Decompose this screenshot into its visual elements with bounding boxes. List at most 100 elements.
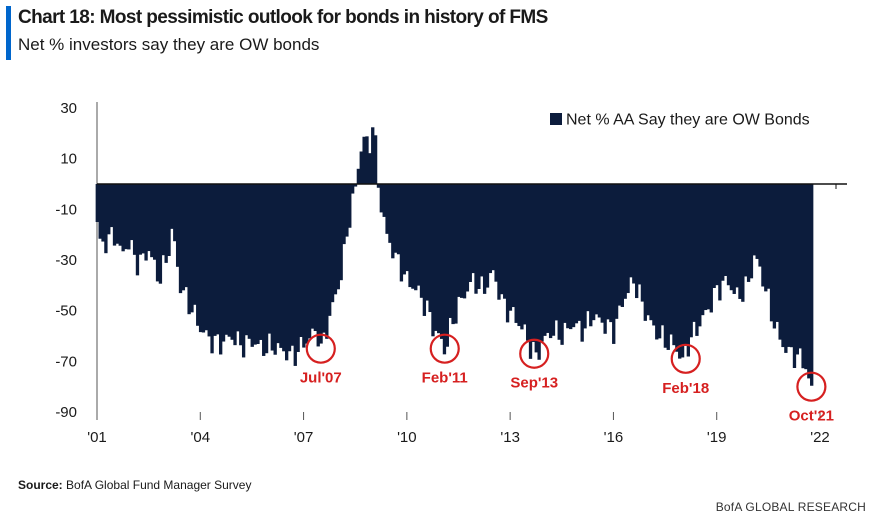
data-bar	[775, 184, 779, 322]
data-bar	[503, 184, 507, 299]
data-bar	[477, 184, 481, 289]
legend-swatch	[550, 113, 562, 125]
data-bar	[801, 184, 805, 369]
data-bar	[520, 184, 524, 330]
data-bar	[482, 184, 487, 294]
data-bar	[735, 184, 739, 288]
data-bar	[270, 184, 274, 351]
data-bar	[540, 184, 544, 342]
y-tick-label: -90	[55, 404, 77, 421]
data-bar	[764, 184, 768, 292]
data-bar	[678, 184, 682, 359]
y-tick-label: -30	[55, 252, 77, 269]
data-bar	[196, 184, 200, 326]
data-bar	[293, 184, 297, 366]
data-bar	[761, 184, 765, 287]
annotation-label: Oct'21	[789, 408, 834, 425]
data-bar	[531, 184, 536, 342]
x-tick-label: '13	[500, 429, 520, 446]
data-bar	[620, 184, 624, 307]
data-bar	[692, 184, 696, 322]
x-tick-label: '07	[294, 429, 314, 446]
data-bar	[698, 184, 702, 327]
data-bar	[132, 184, 137, 255]
data-bar	[359, 151, 363, 184]
data-bar	[712, 184, 716, 289]
data-bar	[537, 184, 541, 360]
data-bar	[368, 153, 372, 184]
data-bar	[511, 184, 515, 308]
data-bar	[437, 184, 441, 334]
x-tick-label: '04	[191, 429, 211, 446]
data-bar	[465, 184, 470, 292]
data-bar	[396, 184, 401, 255]
data-bar	[669, 184, 673, 335]
data-bar	[259, 184, 263, 340]
data-bar	[480, 184, 484, 277]
data-bar	[534, 184, 538, 353]
data-bar	[350, 184, 355, 194]
data-bar	[313, 184, 318, 332]
data-bar	[583, 184, 587, 329]
data-bar	[597, 184, 602, 318]
data-bar	[591, 184, 596, 321]
data-bar	[267, 184, 272, 334]
data-bar	[683, 184, 688, 346]
data-bar	[121, 184, 125, 252]
annotation-circle	[670, 343, 701, 374]
data-bar	[663, 184, 668, 348]
data-bar	[517, 184, 521, 327]
data-bar	[640, 184, 645, 302]
data-bar	[442, 184, 447, 355]
data-bar	[302, 184, 306, 348]
data-bar	[726, 184, 731, 286]
data-bar	[336, 184, 340, 290]
data-bar	[744, 184, 748, 277]
annotation-circle	[519, 338, 550, 369]
data-bar	[264, 184, 269, 354]
data-bar	[729, 184, 734, 291]
data-bar	[322, 184, 326, 333]
data-bar	[485, 184, 490, 288]
data-bar	[574, 184, 579, 324]
data-bar	[178, 184, 183, 294]
data-bar	[239, 184, 243, 346]
data-bar	[557, 184, 561, 340]
annotation-circle	[305, 333, 336, 364]
data-bar	[655, 184, 659, 340]
data-bar	[600, 184, 604, 323]
y-tick-label: -50	[55, 303, 77, 320]
data-bar	[98, 184, 102, 239]
source-text: BofA Global Fund Manager Survey	[66, 478, 252, 492]
data-bar	[746, 184, 751, 282]
data-bar	[632, 184, 636, 284]
data-bar	[175, 184, 180, 267]
brand-label: BofA GLOBAL RESEARCH	[715, 500, 866, 514]
data-bar	[296, 184, 300, 352]
data-bar	[356, 168, 361, 184]
data-bar	[680, 184, 685, 358]
data-bar	[548, 184, 553, 339]
data-bar	[187, 184, 191, 315]
annotation-label: Sep'13	[510, 375, 558, 392]
data-bar	[362, 136, 366, 184]
data-bar	[118, 184, 122, 246]
data-bar	[155, 184, 160, 282]
data-bar	[210, 184, 214, 354]
data-bar	[569, 184, 573, 330]
data-bar	[104, 184, 108, 254]
data-bar	[563, 184, 567, 323]
data-bar	[474, 184, 478, 294]
data-bar	[566, 184, 570, 329]
data-bar	[224, 184, 229, 335]
data-bar	[345, 184, 349, 237]
data-bar	[391, 184, 395, 259]
legend-label: Net % AA Say they are OW Bonds	[566, 112, 810, 129]
chart-title: Chart 18: Most pessimistic outlook for b…	[18, 7, 548, 28]
data-bar	[385, 184, 389, 234]
data-bar	[147, 184, 151, 252]
title-accent-bar	[6, 6, 11, 60]
data-bar	[686, 184, 690, 357]
data-bar	[554, 184, 559, 321]
data-bar	[376, 184, 381, 188]
